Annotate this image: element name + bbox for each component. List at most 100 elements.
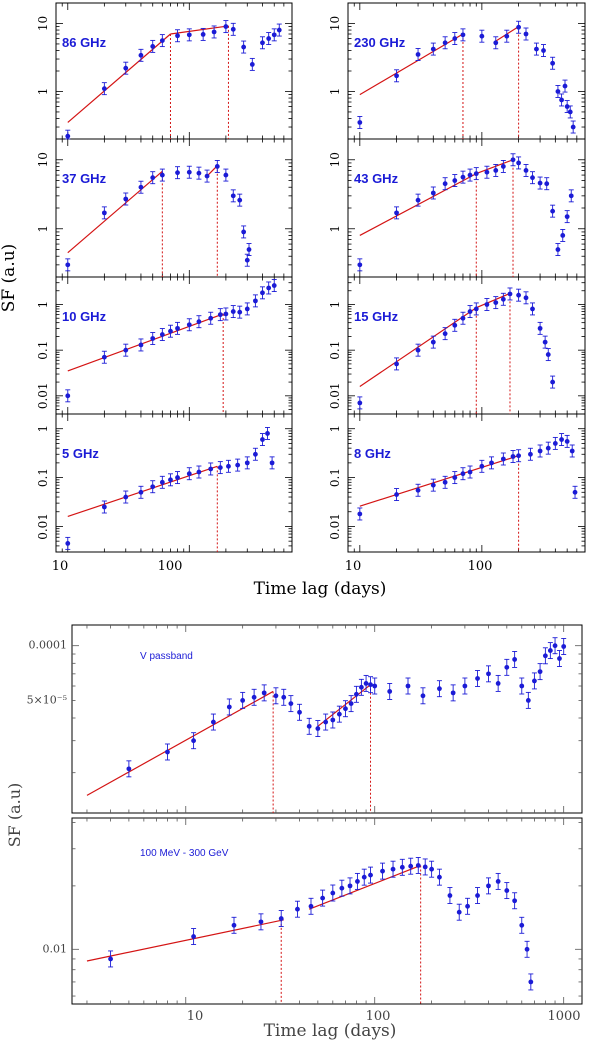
panel-gamma-frame bbox=[71, 817, 583, 1005]
v-passband-point bbox=[251, 694, 257, 700]
10-ghz-ytick-label: 1 bbox=[36, 301, 50, 309]
panel-37ghz-frame bbox=[55, 138, 293, 278]
86-ghz-point bbox=[159, 38, 165, 43]
37-ghz-point bbox=[246, 247, 252, 252]
100-mev-300-gev-point bbox=[512, 898, 518, 904]
10-ghz-point bbox=[271, 283, 277, 288]
37-ghz-point bbox=[65, 262, 71, 268]
100-mev-300-gev-point bbox=[380, 868, 385, 874]
230-ghz-ytick-label: 1 bbox=[328, 88, 342, 96]
37-ghz-point bbox=[138, 184, 144, 190]
8-ghz-point bbox=[415, 487, 421, 493]
panel-43ghz-frame bbox=[347, 138, 586, 278]
86-ghz-point bbox=[200, 32, 206, 37]
5-ghz-point bbox=[159, 479, 165, 485]
v-passband-point bbox=[210, 719, 216, 725]
v-passband-point bbox=[297, 709, 302, 715]
86-ghz-point bbox=[241, 44, 247, 50]
v-passband-point bbox=[437, 686, 442, 692]
230-ghz-point bbox=[555, 89, 561, 94]
v-passband-point bbox=[358, 684, 364, 690]
bottom-x-axis-label: Time lag (days) bbox=[264, 1021, 397, 1041]
86-ghz-point bbox=[266, 36, 272, 41]
10-ghz-point bbox=[168, 328, 173, 334]
panel-15ghz-frame bbox=[347, 276, 586, 415]
5-ghz-point bbox=[186, 471, 192, 477]
v-passband-point bbox=[281, 694, 287, 700]
bottom-xtick-1000: 1000 bbox=[547, 1009, 580, 1024]
15-ghz-point bbox=[430, 339, 436, 345]
86-ghz-point bbox=[65, 133, 71, 139]
10-ghz-point bbox=[123, 347, 129, 353]
86-ghz-point bbox=[186, 32, 192, 38]
v-passband-point bbox=[323, 719, 329, 725]
100-mev-300-gev-point bbox=[429, 866, 435, 872]
15-ghz-point bbox=[415, 347, 421, 353]
v-passband-point bbox=[504, 664, 510, 670]
5-ghz-ytick-label: 0.01 bbox=[36, 513, 50, 540]
15-ghz-point bbox=[542, 339, 548, 345]
230-ghz-point bbox=[562, 83, 568, 89]
100-mev-300-gev-point bbox=[278, 916, 284, 921]
chart-marks: 1 10 86 GHz 1 10 230 GHz 1 10 37 GHz 1 10 43 GHz 0.0… bbox=[27, 2, 586, 1004]
43-ghz-point bbox=[544, 181, 550, 187]
v-passband-ytick-label: 0.0001 bbox=[29, 639, 68, 652]
v-passband-point bbox=[405, 683, 411, 689]
v-passband-point bbox=[547, 648, 553, 653]
10-ghz-point bbox=[150, 336, 156, 341]
86-ghz-ytick-label: 1 bbox=[36, 88, 50, 96]
8-ghz-point bbox=[489, 460, 494, 466]
8-ghz-point bbox=[559, 437, 564, 442]
37-ghz-point bbox=[159, 172, 165, 178]
v-passband-point bbox=[306, 723, 312, 729]
230-ghz-point bbox=[564, 104, 570, 109]
37-ghz-point bbox=[186, 169, 192, 175]
37-ghz-point bbox=[175, 170, 180, 176]
8-ghz-point bbox=[394, 492, 399, 497]
v-passband-point bbox=[486, 671, 491, 677]
v-passband-fit-line bbox=[86, 690, 274, 796]
10-ghz-point bbox=[186, 322, 192, 328]
10-ghz-point bbox=[101, 354, 107, 360]
100-mev-300-gev-point bbox=[191, 934, 196, 939]
10-ghz-point bbox=[266, 285, 272, 291]
5-ghz-point bbox=[235, 462, 241, 468]
v-passband-point bbox=[348, 701, 354, 707]
86-ghz-point bbox=[101, 86, 107, 92]
37-ghz-ytick-label: 10 bbox=[36, 152, 50, 167]
43-ghz-panel-label: 43 GHz bbox=[354, 171, 399, 186]
8-ghz-point bbox=[500, 456, 506, 462]
15-ghz-panel-label: 15 GHz bbox=[354, 309, 399, 324]
100-mev-300-gev-fit-line bbox=[86, 919, 284, 962]
86-ghz-ytick-label: 10 bbox=[36, 16, 50, 31]
43-ghz-point bbox=[555, 247, 561, 252]
100-mev-300-gev-point bbox=[339, 885, 345, 891]
230-ghz-point bbox=[493, 40, 499, 46]
v-passband-point bbox=[368, 682, 373, 688]
v-passband-point bbox=[552, 643, 558, 649]
15-ghz-fit-line bbox=[476, 292, 511, 309]
230-ghz-point bbox=[430, 46, 436, 52]
230-ghz-point bbox=[570, 124, 576, 130]
panel-10ghz-frame bbox=[55, 276, 293, 415]
v-passband-point bbox=[542, 653, 548, 659]
15-ghz-point bbox=[460, 315, 466, 321]
230-ghz-point bbox=[559, 97, 564, 103]
5-ghz-ytick-label: 0.1 bbox=[36, 468, 50, 487]
8-ghz-fit-line bbox=[359, 455, 519, 507]
100-mev-300-gev-point bbox=[320, 895, 326, 901]
86-ghz-point bbox=[276, 27, 282, 33]
10-ghz-point bbox=[260, 290, 265, 296]
100-mev-300-gev-point bbox=[528, 979, 534, 985]
v-passband-point bbox=[387, 689, 393, 694]
v-passband-point bbox=[532, 678, 537, 684]
8-ghz-point bbox=[552, 441, 558, 446]
panel-v-passband-frame bbox=[71, 624, 583, 814]
86-ghz-point bbox=[223, 24, 229, 29]
10-ghz-point bbox=[159, 332, 165, 337]
43-ghz-point bbox=[442, 181, 448, 187]
10-ghz-ytick-label: 0.01 bbox=[36, 382, 50, 409]
37-ghz-point bbox=[244, 257, 250, 263]
230-ghz-point bbox=[415, 52, 421, 57]
43-ghz-point bbox=[467, 172, 473, 178]
